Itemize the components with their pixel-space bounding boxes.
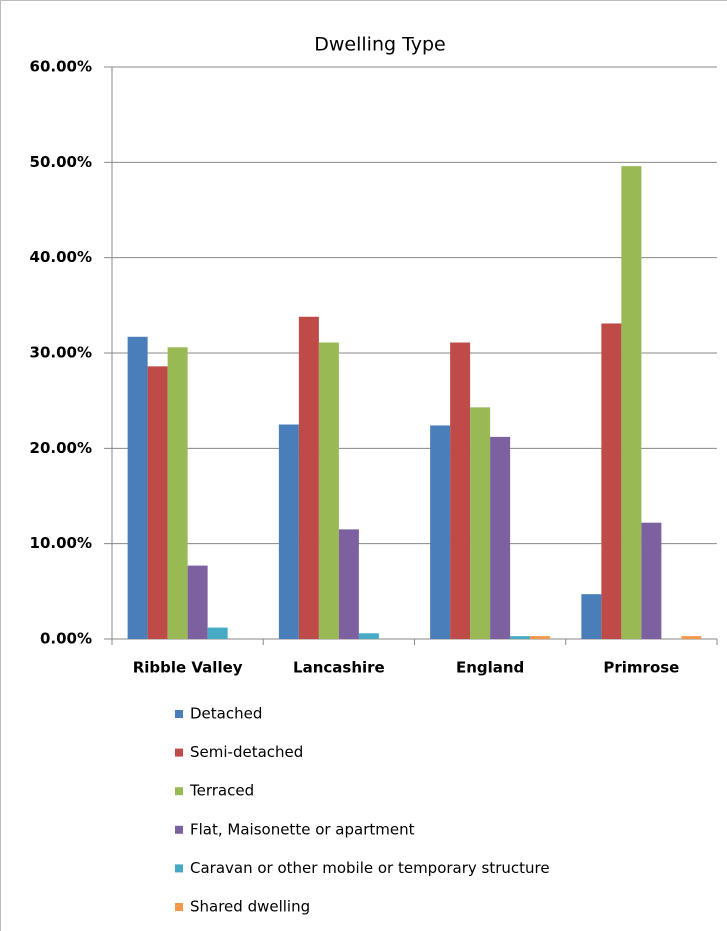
y-tick-label: 20.00% — [30, 439, 92, 457]
legend-label: Shared dwelling — [190, 898, 310, 916]
bar — [338, 529, 359, 639]
bar — [147, 366, 168, 639]
legend-label: Caravan or other mobile or temporary str… — [190, 859, 550, 877]
legend-swatch — [175, 748, 183, 757]
x-tick-label: England — [456, 659, 524, 677]
bar — [681, 636, 702, 639]
x-tick-label: Lancashire — [293, 659, 385, 677]
bar — [470, 407, 491, 639]
bar — [510, 636, 531, 639]
bar — [490, 436, 511, 639]
legend-label: Semi-detached — [190, 743, 303, 761]
bar — [621, 166, 642, 639]
bar — [581, 594, 602, 639]
legend-label: Flat, Maisonette or apartment — [190, 820, 415, 838]
bar — [127, 336, 148, 639]
y-tick-label: 10.00% — [30, 534, 92, 552]
y-tick-label: 40.00% — [30, 248, 92, 266]
legend-label: Detached — [190, 705, 262, 723]
bar — [187, 565, 208, 639]
bar — [641, 522, 662, 639]
y-tick-label: 30.00% — [30, 344, 92, 362]
y-tick-label: 60.00% — [30, 58, 92, 76]
bar — [430, 425, 451, 639]
legend-swatch — [175, 825, 183, 834]
y-tick-label: 0.00% — [40, 630, 92, 648]
bar — [450, 342, 471, 639]
bar — [318, 342, 339, 639]
chart-title: Dwelling Type — [314, 34, 445, 56]
bar — [278, 424, 299, 639]
x-tick-label: Primrose — [603, 659, 679, 677]
bar — [207, 627, 228, 639]
legend-swatch — [175, 710, 183, 718]
bar — [530, 636, 551, 639]
legend-swatch — [175, 864, 183, 873]
legend-label: Terraced — [189, 782, 254, 800]
legend-swatch — [175, 787, 183, 796]
bar — [298, 316, 319, 639]
y-tick-label: 50.00% — [30, 153, 92, 171]
bar — [358, 633, 379, 639]
bar — [601, 323, 622, 639]
bar — [167, 347, 188, 639]
x-tick-label: Ribble Valley — [133, 659, 243, 677]
legend-swatch — [175, 903, 183, 911]
